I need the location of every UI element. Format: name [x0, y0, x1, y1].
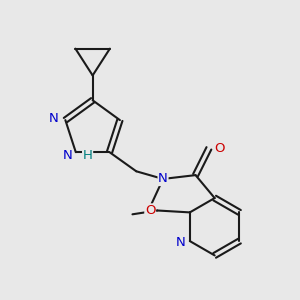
- Text: H: H: [83, 149, 92, 163]
- Text: O: O: [215, 142, 225, 155]
- Text: N: N: [49, 112, 58, 125]
- Text: N: N: [176, 236, 186, 250]
- Text: N: N: [158, 172, 168, 185]
- Text: O: O: [145, 204, 155, 217]
- Text: N: N: [63, 149, 73, 163]
